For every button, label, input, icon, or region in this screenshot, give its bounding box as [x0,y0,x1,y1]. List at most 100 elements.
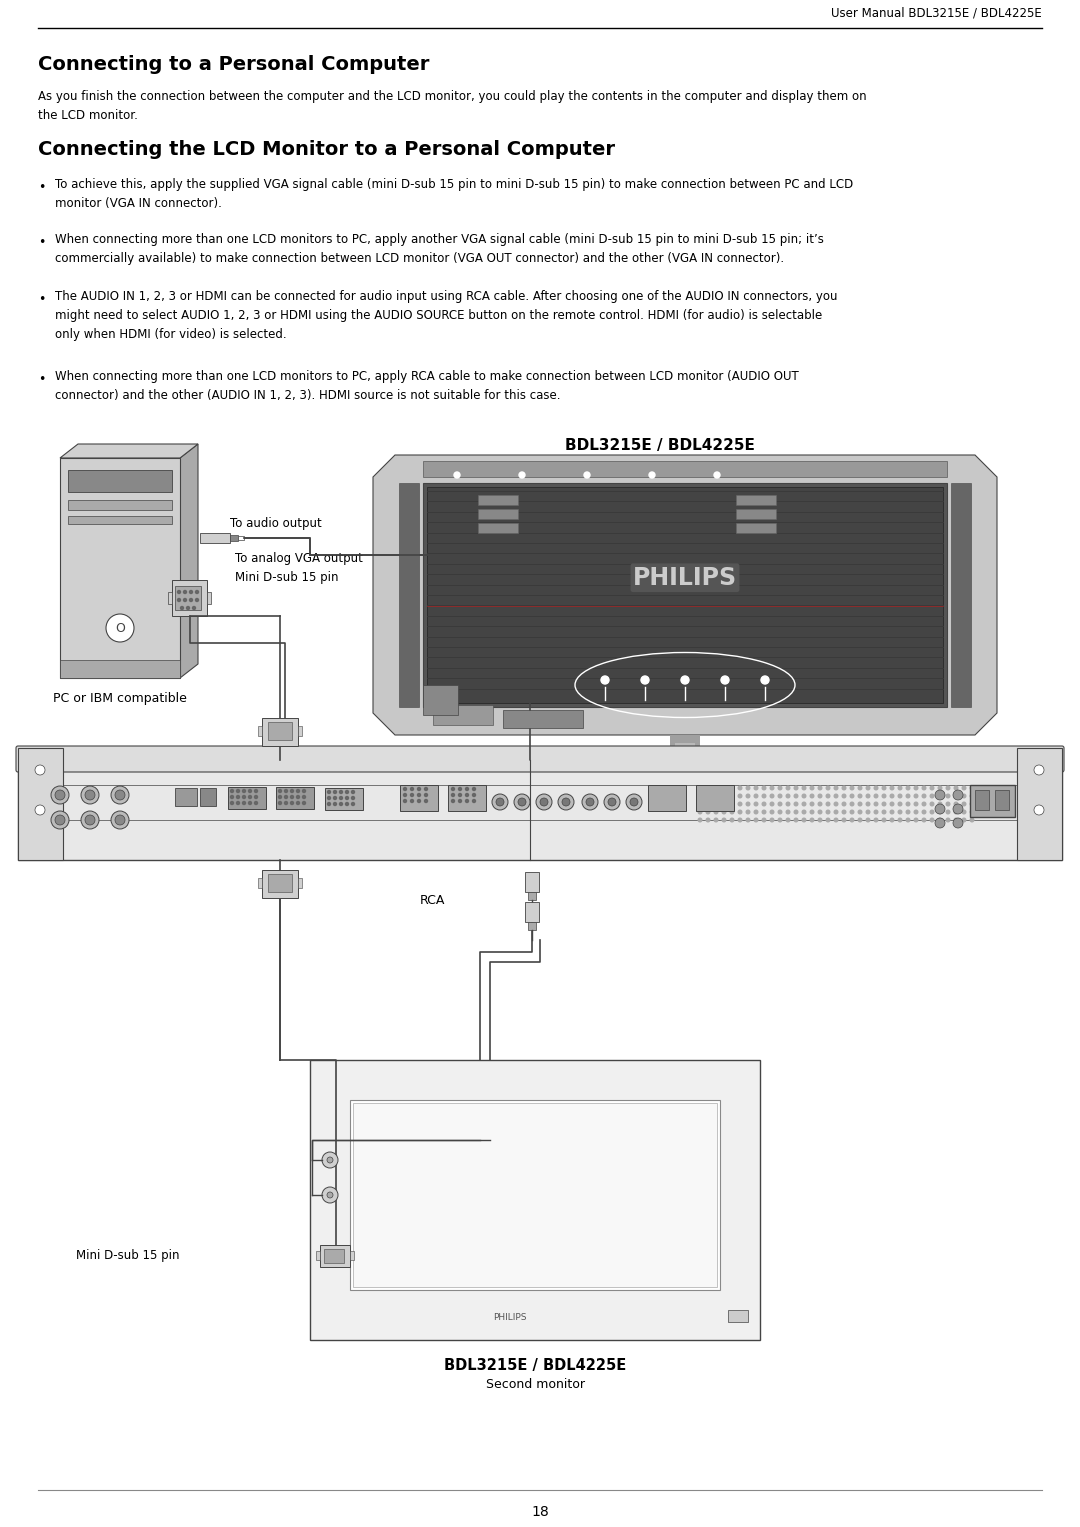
Circle shape [35,765,45,776]
Bar [975,789,989,809]
Circle shape [939,802,942,806]
Circle shape [761,676,769,684]
Circle shape [600,676,609,684]
Circle shape [346,797,349,800]
Circle shape [810,802,814,806]
Circle shape [826,786,829,789]
Circle shape [866,802,869,806]
Circle shape [681,676,689,684]
Circle shape [714,472,720,478]
Circle shape [859,811,862,814]
Bar [478,508,518,519]
Circle shape [770,786,773,789]
Circle shape [714,802,718,806]
Circle shape [189,599,192,602]
Circle shape [714,786,718,789]
Circle shape [922,786,926,789]
Circle shape [255,802,257,805]
Circle shape [746,818,750,822]
Bar [262,718,298,747]
Circle shape [762,802,766,806]
Text: Connecting to a Personal Computer: Connecting to a Personal Computer [38,55,430,73]
Circle shape [834,794,838,797]
Circle shape [459,800,461,803]
Circle shape [248,789,252,793]
Bar [68,499,172,510]
Circle shape [850,786,854,789]
Circle shape [418,794,420,797]
Polygon shape [60,444,198,458]
Circle shape [819,786,822,789]
Circle shape [866,794,869,797]
Circle shape [706,794,710,797]
Circle shape [794,794,798,797]
Circle shape [723,786,726,789]
Circle shape [404,800,406,803]
Circle shape [953,789,963,800]
Circle shape [906,802,909,806]
Bar [298,725,302,736]
Circle shape [866,786,869,789]
Bar [207,592,211,605]
Circle shape [297,802,299,805]
Circle shape [418,788,420,791]
Circle shape [922,802,926,806]
Bar [60,660,180,678]
Text: •: • [38,373,45,386]
Circle shape [779,818,782,822]
Bar [400,785,438,811]
Circle shape [351,797,354,800]
Circle shape [810,794,814,797]
Bar [230,534,238,541]
Circle shape [454,472,460,478]
Circle shape [834,811,838,814]
Text: BDL3215E / BDL4225E: BDL3215E / BDL4225E [565,438,755,454]
Circle shape [834,818,838,822]
Circle shape [730,786,733,789]
Circle shape [518,799,526,806]
Bar [478,495,518,505]
Circle shape [802,811,806,814]
Circle shape [899,786,902,789]
Circle shape [842,794,846,797]
Circle shape [230,802,233,805]
Circle shape [914,794,918,797]
Bar [18,748,63,860]
Circle shape [946,786,949,789]
Circle shape [230,789,233,793]
Circle shape [890,802,894,806]
Circle shape [706,802,710,806]
Bar [68,470,172,492]
Circle shape [842,811,846,814]
Circle shape [770,818,773,822]
Circle shape [424,800,428,803]
Circle shape [746,802,750,806]
Bar [735,508,777,519]
Bar [172,580,207,615]
Circle shape [714,818,718,822]
Text: To audio output: To audio output [230,518,322,530]
Bar [728,1310,748,1322]
Bar [735,495,777,505]
Bar [427,487,943,702]
Circle shape [465,788,469,791]
Circle shape [327,791,330,794]
Circle shape [195,599,199,602]
Circle shape [184,599,187,602]
Circle shape [882,802,886,806]
Circle shape [859,794,862,797]
Circle shape [404,794,406,797]
Circle shape [562,799,570,806]
Circle shape [698,811,702,814]
Bar [168,592,172,605]
Circle shape [255,796,257,799]
Circle shape [698,794,702,797]
Circle shape [177,599,180,602]
Circle shape [721,676,729,684]
Circle shape [322,1186,338,1203]
Circle shape [946,794,949,797]
Circle shape [279,789,282,793]
Circle shape [85,789,95,800]
Circle shape [874,818,878,822]
Circle shape [930,786,934,789]
